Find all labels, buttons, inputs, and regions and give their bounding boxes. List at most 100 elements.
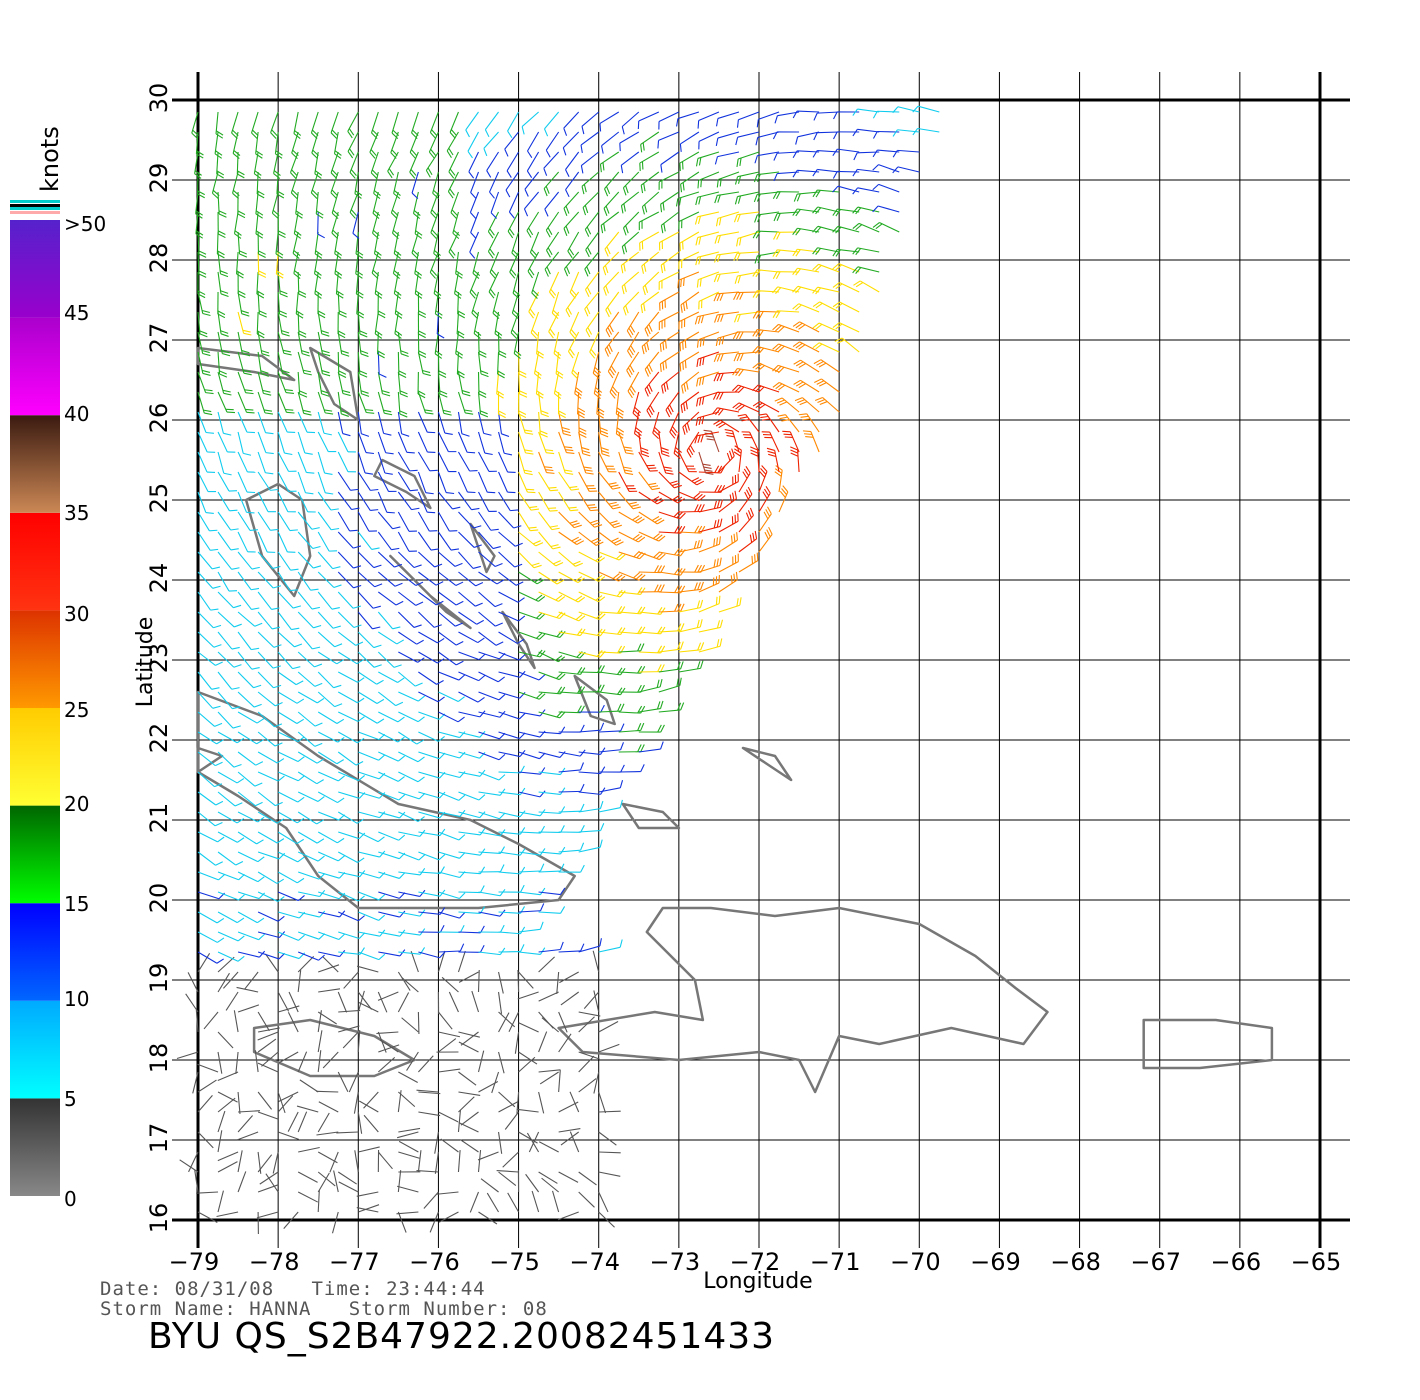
wind-barb [677,271,700,289]
wind-barb [621,231,640,255]
wind-barb [237,591,260,611]
wind-barb [598,780,624,793]
wind-barb [678,504,705,513]
colorbar: >50 45 40 35 30 25 20 15 10 5 0 [10,200,106,1211]
wind-barb [695,231,720,246]
wind-barb [437,371,448,398]
wind-barb [217,851,244,866]
wind-barb [283,1211,299,1229]
wind-barb [448,231,459,259]
wind-barb [912,127,940,136]
wind-barb [397,411,410,437]
wind-barb [237,311,252,336]
wind-barb [715,111,740,127]
wind-barb [378,811,406,819]
wind-barb [397,491,420,511]
wind-barb [277,1131,300,1140]
wind-barb [377,491,395,514]
wind-barb [496,1169,519,1173]
wind-barb [217,471,238,492]
wind-barb [498,866,526,875]
wind-barb [357,491,379,512]
wind-barb [548,311,560,339]
wind-barb [498,827,526,835]
wind-barb [698,595,721,613]
wind-barb [477,969,480,993]
wind-barb [644,371,660,397]
wind-barb [679,351,700,372]
colorbar-stripe [10,207,60,210]
wind-barb [892,149,920,158]
wind-barb [852,108,880,116]
wind-barb [401,977,419,993]
wind-barb [538,825,565,834]
wind-barb [438,1111,459,1123]
wind-barb [498,451,516,473]
wind-barb [698,451,714,475]
wind-barb [277,671,304,686]
wind-barb [578,491,599,512]
wind-barb [338,1009,361,1013]
wind-barb [686,431,700,458]
lon-tick-label: −67 [1130,1248,1181,1276]
wind-barb [447,171,459,199]
wind-barb [257,531,276,553]
wind-barb [191,111,199,139]
wind-barb [712,391,739,400]
wind-barb [377,471,397,493]
wind-barb [518,611,546,620]
wind-barb [357,611,381,630]
wind-barb [378,910,406,918]
wind-barb [538,471,559,492]
wind-barb [538,551,564,567]
wind-barb [679,151,700,172]
wind-barb [277,711,305,724]
wind-barb [538,431,555,455]
wind-barb [251,111,259,139]
wind-barb [357,391,375,414]
wind-barb [477,391,489,418]
wind-barb [695,411,720,426]
wind-barb [417,1055,434,1073]
wind-barb [354,1150,359,1173]
colorbar-unit-label: knots [36,126,64,192]
wind-barb [498,810,526,818]
lon-tick-label: −78 [249,1248,300,1276]
wind-barb [318,1101,339,1113]
wind-barb [538,787,566,795]
wind-barb [626,311,640,338]
wind-barb [257,791,283,807]
wind-barb [679,231,700,252]
wind-barb [638,511,665,525]
wind-barb [578,411,587,438]
wind-barb [187,972,199,993]
wind-barb [694,211,720,225]
wind-barb [732,368,760,377]
wind-barb [217,811,245,824]
colorbar-bin [10,903,60,1001]
wind-barb [322,956,339,973]
wind-barb [217,631,240,650]
wind-barb [638,531,666,542]
wind-barb [455,251,463,279]
wind-barb [538,863,565,873]
wind-barb [752,362,780,373]
wind-barb [696,331,720,348]
lat-tick-label: 22 [145,723,173,754]
wind-barb [197,871,225,881]
lat-tick-label: 27 [145,323,173,354]
wind-barb [794,397,820,413]
wind-barb [753,171,780,183]
wind-barb [318,964,340,973]
wind-barb [598,1043,620,1053]
wind-barb [498,651,526,661]
wind-barb [752,310,780,319]
wind-barb [498,471,516,494]
wind-barb [297,751,325,764]
wind-barb [477,371,487,398]
wind-barb [217,611,242,628]
wind-barb [217,956,235,973]
wind-barb [277,431,293,456]
colorbar-tick-label: 15 [64,892,89,916]
wind-barb [741,431,760,453]
